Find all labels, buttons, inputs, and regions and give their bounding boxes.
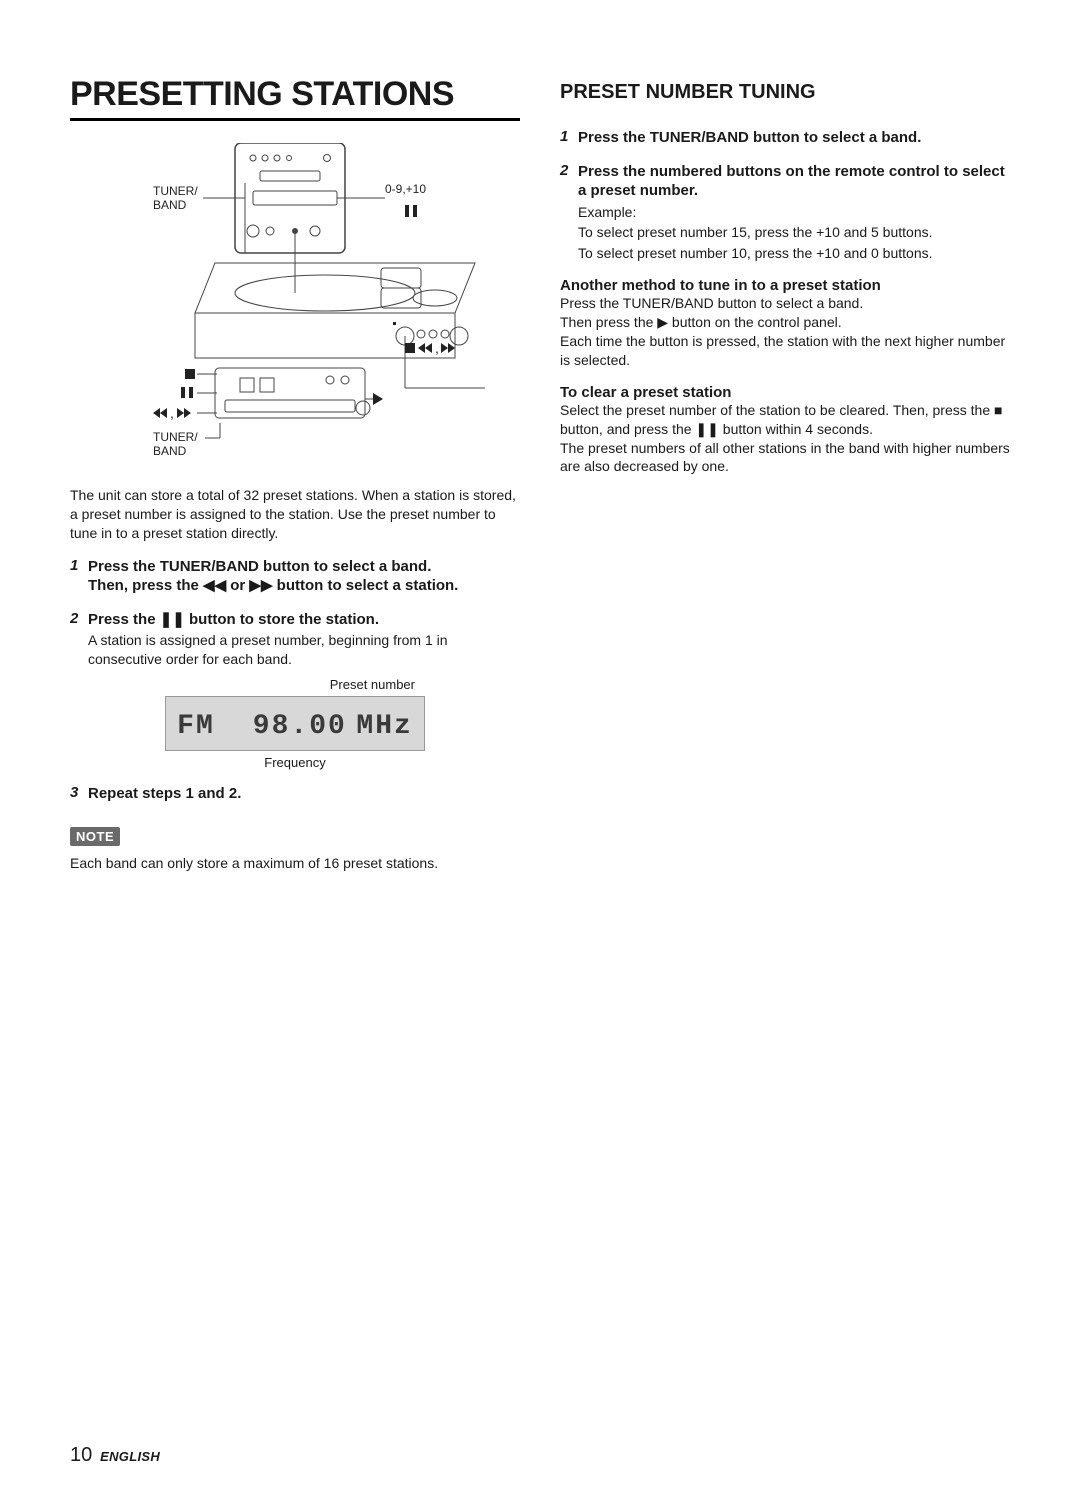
- step-head-line2: Then, press the ◀◀ or ▶▶ button to selec…: [88, 576, 520, 596]
- lcd-unit: MHz: [356, 711, 412, 742]
- svg-text:TUNER/: TUNER/: [153, 430, 198, 444]
- step-text: A station is assigned a preset number, b…: [88, 631, 520, 669]
- step-body: Press the numbered buttons on the remote…: [578, 162, 1010, 264]
- two-column-layout: PRESETTING STATIONS: [70, 75, 1010, 881]
- note-text: Each band can only store a maximum of 16…: [70, 854, 520, 873]
- svg-text:TUNER/: TUNER/: [153, 184, 198, 198]
- another-line1: Press the TUNER/BAND button to select a …: [560, 294, 1010, 313]
- another-line3: Each time the button is pressed, the sta…: [560, 332, 1010, 370]
- right-title: PRESET NUMBER TUNING: [560, 81, 1010, 104]
- step-head: Press the ❚❚ button to store the station…: [88, 610, 520, 630]
- step-head-line1: Press the TUNER/BAND button to select a …: [88, 557, 520, 577]
- right-column: PRESET NUMBER TUNING 1 Press the TUNER/B…: [560, 75, 1010, 881]
- clear-line1: Select the preset number of the station …: [560, 401, 1010, 439]
- manual-page: PRESETTING STATIONS: [0, 0, 1080, 1507]
- step-head: Press the TUNER/BAND button to select a …: [578, 128, 1010, 148]
- step-number: 1: [70, 557, 88, 596]
- step-number: 1: [560, 128, 578, 148]
- step-body: Press the TUNER/BAND button to select a …: [578, 128, 1010, 148]
- lcd-display-figure: Preset number FM 98.00 MHz Frequency: [165, 677, 425, 770]
- svg-text:,: ,: [435, 340, 439, 356]
- step-body: Press the TUNER/BAND button to select a …: [88, 557, 520, 596]
- diagram-svg: 0-9,+10 TUNER/ BAND: [105, 143, 485, 463]
- svg-text:BAND: BAND: [153, 198, 187, 212]
- step-number: 3: [70, 784, 88, 804]
- right-step-2: 2 Press the numbered buttons on the remo…: [560, 162, 1010, 264]
- step-number: 2: [70, 610, 88, 669]
- left-step-2: 2 Press the ❚❚ button to store the stati…: [70, 610, 520, 669]
- step-body: Press the ❚❚ button to store the station…: [88, 610, 520, 669]
- clear-head: To clear a preset station: [560, 384, 1010, 401]
- step-number: 2: [560, 162, 578, 264]
- svg-text:,: ,: [170, 405, 174, 421]
- lcd-screen: FM 98.00 MHz: [165, 696, 425, 751]
- page-number: 10: [70, 1444, 92, 1466]
- example-line2: To select preset number 10, press the +1…: [578, 244, 1010, 263]
- example-label: Example:: [578, 203, 1010, 222]
- another-line2: Then press the ▶ button on the control p…: [560, 313, 1010, 332]
- left-step-1: 1 Press the TUNER/BAND button to select …: [70, 557, 520, 596]
- note-badge: NOTE: [70, 827, 120, 846]
- left-column: PRESETTING STATIONS: [70, 75, 520, 881]
- lcd-bottom-label: Frequency: [165, 755, 425, 770]
- clear-line2: The preset numbers of all other stations…: [560, 439, 1010, 477]
- another-method-head: Another method to tune in to a preset st…: [560, 277, 1010, 294]
- right-step-1: 1 Press the TUNER/BAND button to select …: [560, 128, 1010, 148]
- section-title: PRESETTING STATIONS: [70, 75, 520, 121]
- left-step-3: 3 Repeat steps 1 and 2.: [70, 784, 520, 804]
- example-line1: To select preset number 15, press the +1…: [578, 223, 1010, 242]
- lcd-freq: 98.00: [253, 711, 347, 742]
- step-head: Repeat steps 1 and 2.: [88, 784, 520, 804]
- page-language: ENGLISH: [100, 1449, 160, 1464]
- step-body: Repeat steps 1 and 2.: [88, 784, 520, 804]
- device-diagram: 0-9,+10 TUNER/ BAND: [105, 143, 485, 468]
- page-footer: 10 ENGLISH: [70, 1444, 160, 1467]
- step-head: Press the numbered buttons on the remote…: [578, 162, 1010, 201]
- note-block: NOTE Each band can only store a maximum …: [70, 827, 520, 873]
- lcd-top-label: Preset number: [165, 677, 425, 692]
- intro-text: The unit can store a total of 32 preset …: [70, 486, 520, 543]
- diagram-label-ten-keys: 0-9,+10: [385, 182, 426, 196]
- lcd-band: FM: [177, 711, 215, 742]
- svg-text:BAND: BAND: [153, 444, 187, 458]
